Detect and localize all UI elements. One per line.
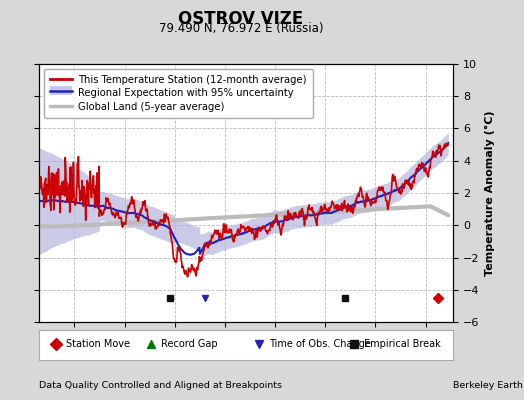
Text: Data Quality Controlled and Aligned at Breakpoints: Data Quality Controlled and Aligned at B… [39,381,282,390]
Text: 79.490 N, 76.972 E (Russia): 79.490 N, 76.972 E (Russia) [159,22,323,35]
Text: Station Move: Station Move [66,339,130,350]
Y-axis label: Temperature Anomaly (°C): Temperature Anomaly (°C) [485,110,495,276]
Text: Berkeley Earth: Berkeley Earth [453,381,523,390]
Text: Time of Obs. Change: Time of Obs. Change [269,339,371,350]
Legend: This Temperature Station (12-month average), Regional Expectation with 95% uncer: This Temperature Station (12-month avera… [45,69,313,118]
Text: Record Gap: Record Gap [161,339,218,350]
Text: OSTROV VIZE: OSTROV VIZE [178,10,304,28]
Text: Empirical Break: Empirical Break [364,339,441,350]
